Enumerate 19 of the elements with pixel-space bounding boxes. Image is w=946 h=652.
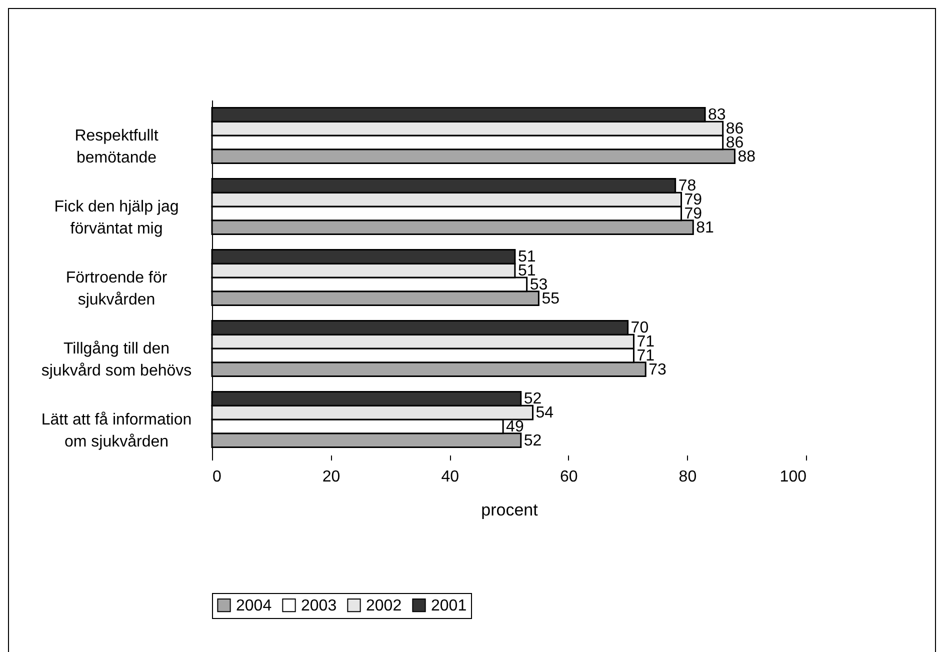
y-tick-label: Fick den hjälp jag förväntat mig bbox=[54, 198, 179, 238]
x-tick-label: 100 bbox=[780, 468, 807, 486]
x-axis-title: procent bbox=[481, 500, 538, 520]
x-tick-label: 0 bbox=[212, 468, 222, 486]
x-tick-label: 20 bbox=[322, 468, 340, 486]
legend-label: 2002 bbox=[366, 597, 402, 614]
y-tick-label: Respektfullt bemötande bbox=[74, 128, 159, 166]
legend-label: 2004 bbox=[236, 597, 272, 614]
y-tick-label: Lätt att få information om sjukvården bbox=[41, 412, 192, 450]
y-tick-label: Förtroende för sjukvården bbox=[66, 270, 168, 308]
y-tick-label: Tillgång till den sjukvård som behövs bbox=[41, 340, 192, 380]
x-tick-label: 60 bbox=[560, 468, 578, 486]
legend-label: 2001 bbox=[431, 597, 467, 614]
x-tick-label: 80 bbox=[678, 468, 697, 486]
legend-label: 2003 bbox=[301, 597, 337, 614]
data-label: 83 bbox=[708, 106, 726, 124]
data-label: 49 bbox=[506, 418, 524, 436]
x-tick-label: 40 bbox=[441, 468, 460, 486]
data-label: 52 bbox=[524, 432, 542, 450]
